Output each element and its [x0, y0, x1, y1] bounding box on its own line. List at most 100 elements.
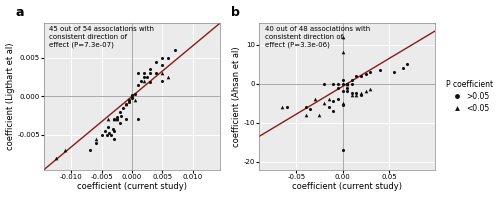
Point: [113, 118, 121, 121]
Point: [92, 141, 100, 144]
Point: [348, 94, 356, 97]
Point: [128, 93, 136, 96]
Point: [98, 133, 106, 136]
Point: [306, 107, 314, 111]
Point: [343, 90, 351, 93]
Point: [146, 81, 154, 84]
Point: [140, 75, 148, 79]
Point: [170, 48, 178, 52]
Point: [164, 56, 172, 59]
Point: [110, 118, 118, 121]
Point: [113, 118, 121, 121]
Point: [62, 149, 70, 152]
Point: [330, 100, 338, 103]
Point: [105, 132, 113, 135]
Point: [152, 60, 160, 63]
Point: [117, 114, 125, 117]
Point: [102, 133, 110, 136]
Point: [352, 94, 360, 97]
Point: [324, 98, 332, 101]
Point: [143, 75, 151, 79]
Point: [110, 118, 118, 121]
Point: [366, 70, 374, 73]
Point: [107, 133, 115, 136]
Text: b: b: [231, 6, 240, 19]
X-axis label: coefficient (current study): coefficient (current study): [77, 182, 187, 191]
Point: [125, 98, 133, 102]
Point: [330, 82, 338, 85]
Point: [140, 72, 148, 75]
Point: [134, 118, 142, 121]
Point: [86, 149, 94, 152]
Point: [348, 92, 356, 95]
Point: [357, 74, 365, 77]
Point: [338, 148, 346, 151]
Legend: >0.05, <0.05: >0.05, <0.05: [444, 78, 494, 114]
Point: [320, 102, 328, 105]
Point: [357, 92, 365, 95]
Point: [146, 72, 154, 75]
Point: [390, 70, 398, 73]
Point: [122, 102, 130, 106]
Point: [122, 102, 130, 106]
Point: [348, 82, 356, 85]
Point: [52, 156, 60, 160]
Point: [92, 137, 100, 140]
Point: [399, 66, 407, 70]
Point: [128, 95, 136, 98]
Point: [357, 94, 365, 97]
Point: [131, 92, 139, 96]
Point: [352, 74, 360, 77]
Y-axis label: coefficient (Ahsan et al): coefficient (Ahsan et al): [232, 46, 241, 147]
Point: [343, 82, 351, 85]
Point: [164, 75, 172, 79]
Text: 40 out of 48 associations with
consistent direction of
effect (P=3.3e-06): 40 out of 48 associations with consisten…: [264, 26, 370, 47]
Point: [158, 79, 166, 83]
Point: [320, 82, 328, 85]
Point: [108, 127, 116, 130]
Point: [134, 72, 142, 75]
Point: [125, 101, 133, 104]
Point: [278, 105, 286, 109]
Point: [158, 56, 166, 59]
X-axis label: coefficient (current study): coefficient (current study): [292, 182, 402, 191]
Point: [113, 115, 121, 119]
Point: [376, 68, 384, 72]
Point: [128, 96, 136, 99]
Point: [324, 105, 332, 109]
Point: [104, 125, 112, 129]
Point: [316, 113, 324, 116]
Point: [362, 90, 370, 93]
Point: [116, 122, 124, 125]
Point: [122, 118, 130, 121]
Point: [302, 113, 310, 116]
Point: [338, 35, 346, 38]
Point: [146, 68, 154, 71]
Point: [334, 98, 342, 101]
Point: [302, 105, 310, 109]
Point: [110, 129, 118, 133]
Text: a: a: [16, 6, 24, 19]
Point: [362, 72, 370, 75]
Point: [338, 103, 346, 107]
Point: [338, 82, 346, 85]
Point: [131, 98, 139, 102]
Point: [343, 82, 351, 85]
Point: [110, 137, 118, 140]
Point: [158, 64, 166, 67]
Point: [334, 82, 342, 85]
Point: [338, 102, 346, 105]
Point: [311, 98, 319, 101]
Point: [343, 82, 351, 85]
Point: [348, 78, 356, 81]
Point: [119, 106, 127, 110]
Text: 45 out of 54 associations with
consistent direction of
effect (P=7.3e-07): 45 out of 54 associations with consisten…: [50, 26, 154, 47]
Y-axis label: coefficient (Ligthart et al): coefficient (Ligthart et al): [6, 43, 15, 150]
Point: [101, 129, 109, 133]
Point: [137, 79, 145, 83]
Point: [134, 83, 142, 86]
Point: [352, 92, 360, 95]
Point: [152, 72, 160, 75]
Point: [334, 86, 342, 89]
Point: [158, 72, 166, 75]
